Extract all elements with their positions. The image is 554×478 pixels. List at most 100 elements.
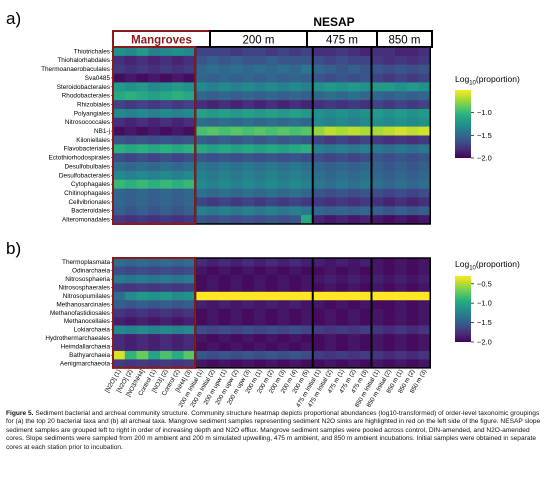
bacteria-cell (336, 188, 349, 198)
bacteria-cell (124, 47, 137, 57)
archaea-cell (406, 274, 419, 284)
group-header-850m: 850 m (389, 35, 421, 47)
bacteria-cell (371, 91, 384, 101)
bacteria-cell (136, 82, 149, 92)
archaea-cell (254, 266, 267, 276)
archaea-cell (265, 300, 278, 309)
archaea-cell (160, 258, 173, 267)
archaea-cell (277, 266, 290, 276)
archaea-cell (160, 266, 173, 276)
bacteria-cell (218, 73, 231, 83)
bacteria-cell (242, 179, 255, 189)
archaea-cell (242, 317, 255, 326)
archaea-cell (383, 291, 396, 301)
archaea-cell (136, 274, 149, 284)
bacteria-cell (183, 73, 196, 83)
archaea-cell (218, 342, 231, 352)
archaea-cell (418, 300, 431, 309)
archaea-cell (277, 359, 290, 369)
bacteria-cell (207, 126, 220, 136)
bacteria-cell (230, 47, 243, 57)
archaea-cell (218, 334, 231, 343)
bacteria-row-label: Thiohalorhabdales (57, 57, 110, 64)
bacteria-cell (113, 188, 126, 198)
bacteria-cell (136, 64, 149, 74)
bacteria-cell (195, 135, 208, 145)
bacteria-cell (136, 100, 149, 110)
archaea-cell (230, 350, 243, 360)
bacteria-cell (136, 47, 149, 57)
bacteria-cell (406, 144, 419, 154)
archaea-cell (113, 342, 126, 352)
bacteria-cell (348, 47, 361, 57)
archaea-cell (301, 325, 314, 335)
bacteria-cell (148, 126, 161, 136)
bacteria-cell (230, 82, 243, 92)
archaea-cell (195, 258, 208, 267)
bacteria-cell (254, 162, 267, 172)
archaea-cell (359, 308, 372, 318)
bacteria-row-label: Steroidobacterales (57, 84, 110, 91)
archaea-cell (183, 325, 196, 335)
archaea-cell (183, 283, 196, 293)
bacteria-cell (136, 55, 149, 65)
archaea-cell (124, 334, 137, 343)
bacteria-cell (218, 82, 231, 92)
archaea-cell (124, 359, 137, 369)
archaea-cell (230, 308, 243, 318)
bacteria-cell (301, 215, 314, 225)
bacteria-cell (148, 82, 161, 92)
bacteria-cell (383, 126, 396, 136)
bacteria-cell (218, 179, 231, 189)
archaea-cell (336, 274, 349, 284)
colorbar-b-ticks: −0.5 −1.0 −1.5 −2.0 (471, 279, 492, 347)
bacteria-cell (371, 206, 384, 216)
heatmap-bacteria: Thiotrichales Thiohalorhabdales Thermoanae… (41, 46, 431, 225)
bacteria-row-label: Kiloniellales (76, 137, 110, 144)
bacteria-cell (277, 179, 290, 189)
bacteria-cell (348, 73, 361, 83)
bacteria-cell (418, 126, 431, 136)
bacteria-cell (148, 135, 161, 145)
archaea-cell (324, 317, 337, 326)
bacteria-cell (359, 206, 372, 216)
archaea-cell (348, 334, 361, 343)
bacteria-cell (395, 144, 408, 154)
heatmap-archaea: Thermoplasmata OdinarchaeiaNitrososphaeri… (45, 257, 431, 369)
bacteria-row-label: Desulfobulbales (65, 163, 110, 170)
archaea-cell (171, 342, 184, 352)
bacteria-cell (418, 108, 431, 119)
bacteria-cell (242, 117, 255, 127)
bacteria-cell (395, 117, 408, 127)
bacteria-cell (324, 47, 337, 57)
bacteria-cell (359, 100, 372, 110)
archaea-cell (136, 266, 149, 276)
colorbar-a-title: Log10(proportion) (455, 74, 520, 87)
bacteria-cell (265, 73, 278, 83)
bacteria-cell (289, 144, 302, 154)
archaea-cell (136, 308, 149, 318)
bacteria-cell (348, 188, 361, 198)
archaea-cell (324, 359, 337, 369)
bacteria-cell (183, 100, 196, 110)
bacteria-cell (113, 91, 126, 101)
archaea-row-label: Heimdallarchaeia (61, 344, 111, 351)
archaea-cell (171, 291, 184, 301)
bacteria-cell (160, 144, 173, 154)
bacteria-cell (207, 82, 220, 92)
bacteria-cell (183, 162, 196, 172)
archaea-cell (277, 300, 290, 309)
bacteria-cell (312, 64, 325, 74)
archaea-cell (242, 334, 255, 343)
bacteria-cell (207, 135, 220, 145)
bacteria-cell (324, 73, 337, 83)
archaea-cell (207, 258, 220, 267)
bacteria-cell (265, 117, 278, 127)
archaea-cell (395, 291, 408, 301)
archaea-cell (383, 359, 396, 369)
archaea-cell (207, 334, 220, 343)
bacteria-cell (336, 126, 349, 136)
archaea-cell (336, 334, 349, 343)
bacteria-cell (218, 126, 231, 136)
